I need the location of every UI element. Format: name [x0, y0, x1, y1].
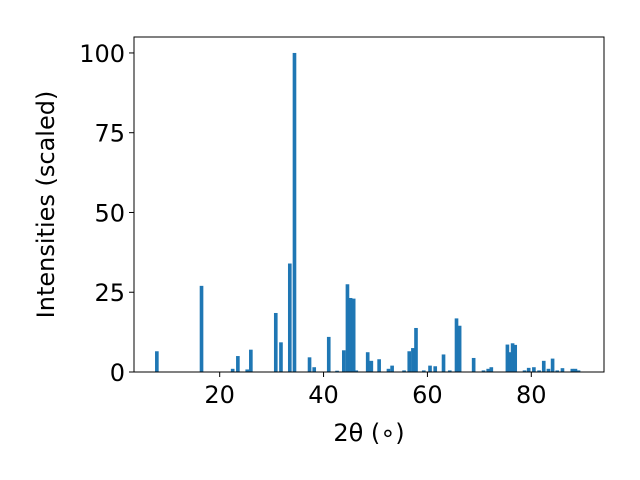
- bar: [454, 318, 459, 372]
- y-tick-label: 100: [79, 40, 125, 68]
- bar: [471, 357, 476, 372]
- bar: [510, 343, 515, 372]
- bar: [354, 370, 359, 372]
- bar: [560, 368, 565, 372]
- bar: [433, 366, 438, 372]
- bar: [390, 365, 394, 372]
- bar-series: [155, 52, 581, 372]
- bar: [486, 368, 491, 372]
- y-tick-label: 0: [110, 359, 125, 387]
- x-tick-label: 80: [516, 381, 547, 409]
- bar: [522, 370, 527, 372]
- bar: [573, 368, 578, 372]
- bar: [402, 370, 406, 372]
- y-tick-label: 25: [94, 279, 125, 307]
- bar: [546, 368, 551, 372]
- bar: [273, 312, 278, 372]
- bar: [351, 298, 356, 372]
- x-axis-ticks: 20 40 60 80: [204, 372, 547, 409]
- bar: [541, 360, 546, 372]
- bar: [550, 358, 555, 372]
- bar: [155, 351, 159, 372]
- bar: [513, 344, 518, 372]
- bar: [555, 370, 560, 372]
- x-tick-label: 40: [308, 381, 339, 409]
- bar: [312, 367, 317, 372]
- bar: [532, 367, 536, 372]
- bar: [287, 263, 292, 372]
- bar: [537, 370, 541, 372]
- bar: [341, 350, 346, 372]
- bar: [292, 52, 297, 372]
- bar: [369, 360, 374, 372]
- bar: [335, 370, 339, 372]
- x-tick-label: 20: [204, 381, 235, 409]
- bar: [421, 370, 426, 372]
- bar: [526, 367, 531, 372]
- y-axis-label: Intensities (scaled): [32, 91, 60, 319]
- bar: [307, 357, 312, 372]
- bar: [245, 369, 250, 372]
- bar: [457, 325, 462, 372]
- bar: [326, 336, 331, 372]
- bar: [249, 349, 253, 372]
- y-tick-label: 75: [94, 120, 125, 148]
- y-tick-label: 50: [94, 199, 125, 227]
- bar: [441, 354, 446, 372]
- bar: [570, 368, 575, 372]
- bar: [489, 367, 494, 372]
- bar: [236, 356, 240, 372]
- bar: [447, 370, 452, 372]
- bar: [411, 348, 415, 372]
- bar: [481, 370, 486, 372]
- x-axis-label: 2θ (∘): [333, 419, 404, 447]
- bar: [407, 351, 412, 372]
- bar: [365, 352, 370, 372]
- bar: [576, 370, 581, 372]
- y-axis-ticks: 0 25 50 75 100: [79, 40, 134, 387]
- bar: [279, 342, 283, 372]
- bar: [199, 285, 204, 372]
- bar: [386, 368, 391, 372]
- bar: [345, 284, 350, 372]
- x-tick-label: 60: [412, 381, 443, 409]
- bar: [348, 297, 353, 372]
- bar: [508, 352, 512, 372]
- plot-frame: [133, 36, 605, 373]
- bar: [505, 344, 510, 372]
- bar: [414, 327, 418, 372]
- bar: [377, 359, 381, 372]
- bar: [230, 368, 235, 372]
- bar: [428, 365, 432, 372]
